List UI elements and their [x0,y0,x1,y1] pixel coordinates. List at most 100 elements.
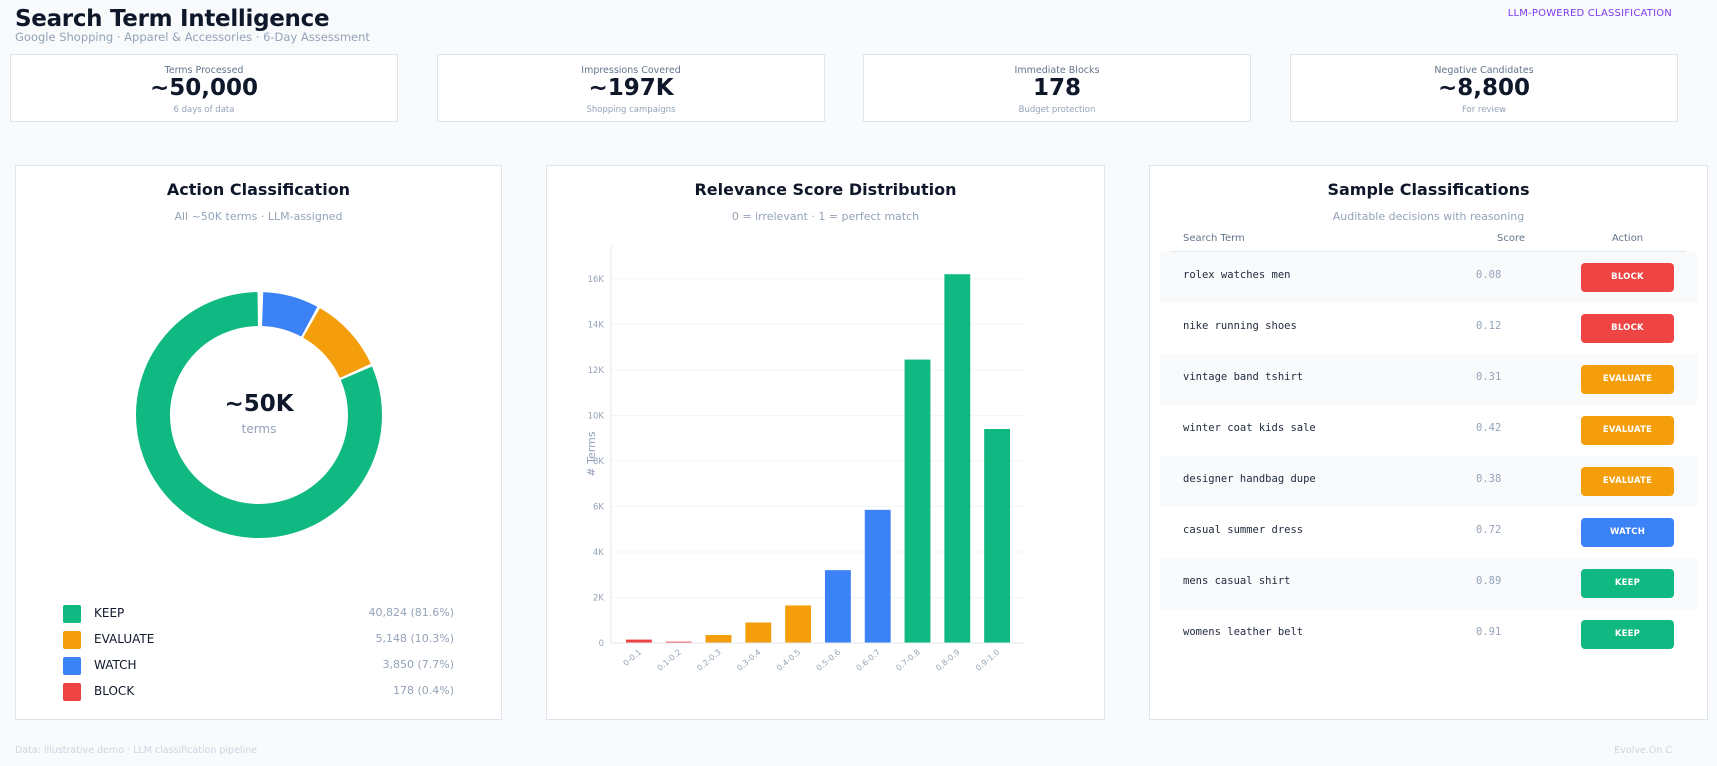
action-badge-evaluate: EVALUATE [1581,416,1674,445]
bar-0.3-0.4 [745,622,772,643]
score-cell: 0.91 [1476,626,1502,638]
table-row: casual summer dress 0.72 WATCH [1160,507,1697,558]
action-badge-keep: KEEP [1581,620,1674,649]
x-tick-label: 0.4-0.5 [775,648,802,673]
donut-segment-watch [261,292,318,337]
score-cell: 0.31 [1476,371,1502,383]
search-term-cell: casual summer dress [1183,524,1304,536]
column-header-score: Score [1496,233,1525,244]
kpi-card-immediate-blocks: Immediate Blocks 178 Budget protection [863,54,1251,122]
y-tick-label: 2K [593,593,604,603]
panel-title: Relevance Score Distribution [694,180,957,199]
panel-title: Sample Classifications [1327,180,1530,199]
search-term-cell: designer handbag dupe [1183,473,1316,485]
legend-item-watch: WATCH 3,850 (7.7%) [63,656,454,676]
column-header-term: Search Term [1183,233,1245,244]
legend-swatch [63,631,81,649]
kpi-label: Impressions Covered [581,65,681,76]
table-row: designer handbag dupe 0.38 EVALUATE [1160,456,1697,507]
kpi-value: ~8,800 [1437,75,1531,101]
y-tick-label: 12K [588,366,605,376]
table-row: rolex watches men 0.08 BLOCK [1160,252,1697,303]
legend-swatch [63,683,81,701]
kpi-sub: For review [1461,105,1507,115]
action-classification-panel: Action Classification All ~50K terms · L… [15,165,502,720]
score-cell: 0.72 [1476,524,1502,536]
footer-note: Data: illustrative demo · LLM classifica… [15,745,258,756]
kpi-value: 178 [1032,75,1081,101]
legend-label: EVALUATE [94,632,155,646]
legend-value: 40,824 (81.6%) [368,606,454,619]
search-term-cell: womens leather belt [1183,626,1304,638]
x-tick-label: 0.3-0.4 [735,648,762,673]
x-tick-label: 0.7-0.8 [894,648,921,673]
legend-swatch [63,657,81,675]
action-badge-block: BLOCK [1581,263,1674,292]
x-tick-label: 0.2-0.3 [695,648,722,673]
donut-chart: ~50K terms [136,292,382,538]
search-term-cell: rolex watches men [1183,269,1291,281]
y-axis-label: # Terms [585,431,598,476]
bar-chart: 0 2K 4K 6K 8K 10K 12K 14K 16K 0-0.1 0.1-0.2 0.2-0.3… [585,246,1025,673]
legend-label: BLOCK [94,684,135,698]
bar-0.9-1.0 [984,429,1011,643]
y-tick-label: 10K [588,411,605,421]
panel-subtitle: All ~50K terms · LLM-assigned [174,210,343,223]
score-cell: 0.89 [1476,575,1502,587]
y-tick-label: 0 [599,639,604,649]
column-header-action: Action [1611,233,1644,244]
kpi-card-impressions-covered: Impressions Covered ~197K Shopping campa… [437,54,825,122]
kpi-label: Terms Processed [164,65,244,76]
search-term-cell: mens casual shirt [1183,575,1291,587]
kpi-sub: 6 days of data [173,105,235,115]
legend-value: 5,148 (10.3%) [375,632,454,645]
y-tick-label: 8K [593,457,604,467]
y-tick-label: 4K [593,548,604,558]
table-row: mens casual shirt 0.89 KEEP [1160,558,1697,609]
y-tick-label: 16K [588,275,605,285]
kpi-sub: Shopping campaigns [586,105,676,115]
x-tick-label: 0.5-0.6 [815,648,842,673]
page-title: Search Term Intelligence [15,6,330,32]
score-cell: 0.08 [1476,269,1502,281]
legend-item-keep: KEEP 40,824 (81.6%) [63,604,454,624]
y-tick-label: 14K [588,320,605,330]
legend-item-block: BLOCK 178 (0.4%) [63,682,454,702]
bar-0-0.1 [625,639,652,643]
table-row: vintage band tshirt 0.31 EVALUATE [1160,354,1697,405]
score-cell: 0.12 [1476,320,1502,332]
action-badge-evaluate: EVALUATE [1581,365,1674,394]
y-tick-label: 6K [593,502,604,512]
kpi-card-terms-processed: Terms Processed ~50,000 6 days of data [10,54,398,122]
panel-subtitle: Auditable decisions with reasoning [1332,210,1525,223]
search-term-cell: nike running shoes [1183,320,1297,332]
score-cell: 0.42 [1476,422,1502,434]
search-term-cell: vintage band tshirt [1183,371,1304,383]
legend-label: WATCH [94,658,137,672]
kpi-value: ~50,000 [149,75,259,101]
donut-center-label: terms [242,422,277,436]
kpi-label: Immediate Blocks [1014,65,1100,76]
legend-value: 3,850 (7.7%) [382,658,454,671]
action-badge-keep: KEEP [1581,569,1674,598]
x-tick-label: 0-0.1 [622,648,644,668]
page-subtitle: Google Shopping · Apparel & Accessories … [15,30,370,44]
kpi-value: ~197K [588,75,674,101]
bar-0.7-0.8 [904,359,931,643]
x-tick-label: 0.6-0.7 [854,648,881,673]
footer-brand: Evolve.On C [1614,745,1672,756]
panel-subtitle: 0 = irrelevant · 1 = perfect match [731,210,920,223]
action-badge-watch: WATCH [1581,518,1674,547]
legend-swatch [63,605,81,623]
table-row: winter coat kids sale 0.42 EVALUATE [1160,405,1697,456]
action-badge-evaluate: EVALUATE [1581,467,1674,496]
table-row: nike running shoes 0.12 BLOCK [1160,303,1697,354]
bar-0.2-0.3 [705,635,732,643]
bar-0.5-0.6 [824,570,851,643]
donut-segment-keep [136,292,382,538]
donut-center-value: ~50K [224,391,294,417]
x-tick-label: 0.8-0.9 [934,648,961,673]
legend-item-evaluate: EVALUATE 5,148 (10.3%) [63,630,454,650]
donut-segment-evaluate [302,308,371,379]
bar-0.1-0.2 [665,641,692,644]
